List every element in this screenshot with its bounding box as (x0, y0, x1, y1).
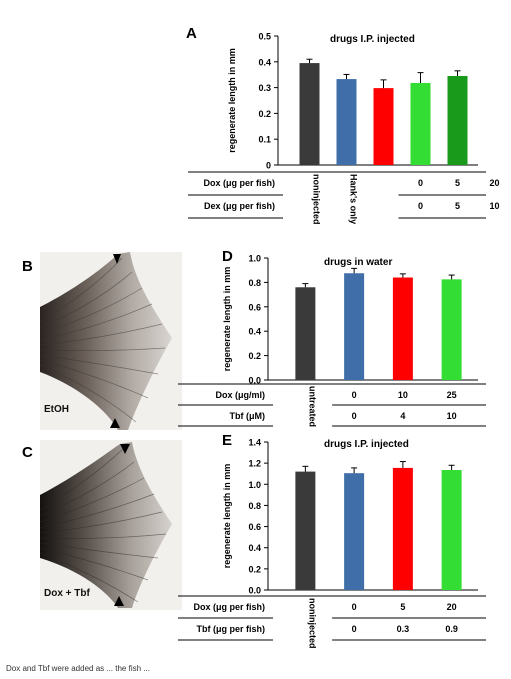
table-cell-a-1-0: 0 (418, 201, 423, 211)
bar-a-2 (373, 88, 394, 165)
bar-d-2 (392, 277, 413, 380)
y-tick-label-a-0: 0 (266, 161, 271, 171)
table-cell-d-0-0: 0 (352, 390, 357, 400)
bar-d-1 (344, 273, 365, 380)
bar-e-0 (295, 471, 316, 590)
y-tick-label-a-5: 0.5 (258, 32, 271, 42)
y-tick-label-e-5: 1.0 (248, 480, 261, 490)
table-cell-e-1-2: 0.9 (445, 624, 458, 634)
bar-e-3 (441, 470, 462, 590)
y-tick-label-d-5: 1.0 (248, 254, 261, 264)
bar-a-4 (447, 75, 468, 165)
bar-a-1 (336, 79, 357, 165)
table-cell-d-0-2: 25 (447, 390, 457, 400)
table-cell-d-1-0: 0 (352, 411, 357, 421)
arrowhead-bottom-c (114, 596, 124, 606)
y-tick-label-e-4: 0.8 (248, 501, 261, 511)
table-row-label-d-1: Tbf (μM) (230, 411, 266, 421)
y-tick-label-a-2: 0.2 (258, 109, 271, 119)
arrowhead-top-b (113, 254, 121, 264)
table-cell-a-1-2: 10 (489, 201, 499, 211)
y-tick-label-e-1: 0.2 (248, 564, 261, 574)
y-tick-label-d-1: 0.2 (248, 351, 261, 361)
table-cell-d-1-2: 10 (447, 411, 457, 421)
fin-photo-dox-tbf: Dox + Tbf (40, 440, 182, 610)
fin-image-b (40, 252, 182, 430)
y-tick-label-e-6: 1.2 (248, 459, 261, 469)
table-cell-a-0-1: 5 (455, 178, 460, 188)
bar-d-3 (441, 279, 462, 380)
table-rotated-label-a-1: Hank's only (349, 174, 359, 224)
table-cell-d-1-1: 4 (400, 411, 405, 421)
bar-d-0 (295, 287, 316, 380)
fin-photo-etoh: EtOH (40, 252, 182, 430)
table-rotated-label-e-0: noninjected (307, 598, 317, 649)
y-tick-label-d-2: 0.4 (248, 327, 261, 337)
panel-letter-a: A (186, 25, 197, 42)
y-tick-label-a-1: 0.1 (258, 135, 271, 145)
table-cell-d-0-1: 10 (398, 390, 408, 400)
table-cell-e-0-1: 5 (400, 602, 405, 612)
table-row-label-e-1: Tbf (μg per fish) (197, 624, 266, 634)
bar-e-1 (344, 473, 365, 590)
y-axis-label-a: regenerate length in mm (227, 48, 237, 153)
table-row-label-e-0: Dox (μg per fish) (193, 602, 265, 612)
table-cell-e-0-0: 0 (352, 602, 357, 612)
chart-title-d: drugs in water (324, 257, 392, 268)
chart-title-a: drugs I.P. injected (330, 34, 415, 45)
table-cell-e-1-1: 0.3 (397, 624, 410, 634)
y-tick-label-e-0: 0.0 (248, 586, 261, 596)
table-row-label-d-0: Dox (μg/ml) (215, 390, 265, 400)
table-row-label-a-1: Dex (μg per fish) (204, 201, 275, 211)
bar-a-3 (410, 82, 431, 165)
y-tick-label-d-0: 0.0 (248, 376, 261, 386)
arrowhead-top-c (120, 444, 130, 454)
bar-a-0 (299, 63, 320, 166)
y-tick-label-a-3: 0.3 (258, 83, 271, 93)
table-cell-a-0-2: 20 (489, 178, 499, 188)
table-cell-a-0-0: 0 (418, 178, 423, 188)
photo-label-dox-tbf: Dox + Tbf (44, 588, 90, 599)
table-cell-a-1-1: 5 (455, 201, 460, 211)
y-tick-label-e-7: 1.4 (248, 438, 261, 448)
panel-letter-d: D (222, 248, 233, 265)
table-row-label-a-0: Dox (μg per fish) (203, 178, 275, 188)
fin-image-c (40, 440, 182, 610)
table-cell-e-1-0: 0 (352, 624, 357, 634)
y-axis-label-e: regenerate length in mm (222, 464, 232, 569)
table-rotated-label-d-0: untreated (307, 386, 317, 427)
y-tick-label-e-3: 0.6 (248, 522, 261, 532)
photo-label-etoh: EtOH (44, 404, 69, 415)
y-tick-label-d-3: 0.6 (248, 302, 261, 312)
table-rotated-label-a-0: noninjected (312, 174, 322, 225)
y-axis-label-d: regenerate length in mm (222, 267, 232, 372)
figure-caption: Dox and Tbf were added as ... the fish .… (6, 664, 150, 673)
panel-letter-c: C (22, 444, 33, 461)
arrowhead-bottom-b (110, 418, 120, 428)
y-tick-label-e-2: 0.4 (248, 543, 261, 553)
panel-letter-e: E (222, 432, 233, 449)
panel-letter-b: B (22, 258, 33, 275)
bar-e-2 (392, 467, 413, 590)
chart-title-e: drugs I.P. injected (324, 439, 409, 450)
y-tick-label-a-4: 0.4 (258, 57, 271, 67)
y-tick-label-d-4: 0.8 (248, 278, 261, 288)
table-cell-e-0-2: 20 (447, 602, 457, 612)
